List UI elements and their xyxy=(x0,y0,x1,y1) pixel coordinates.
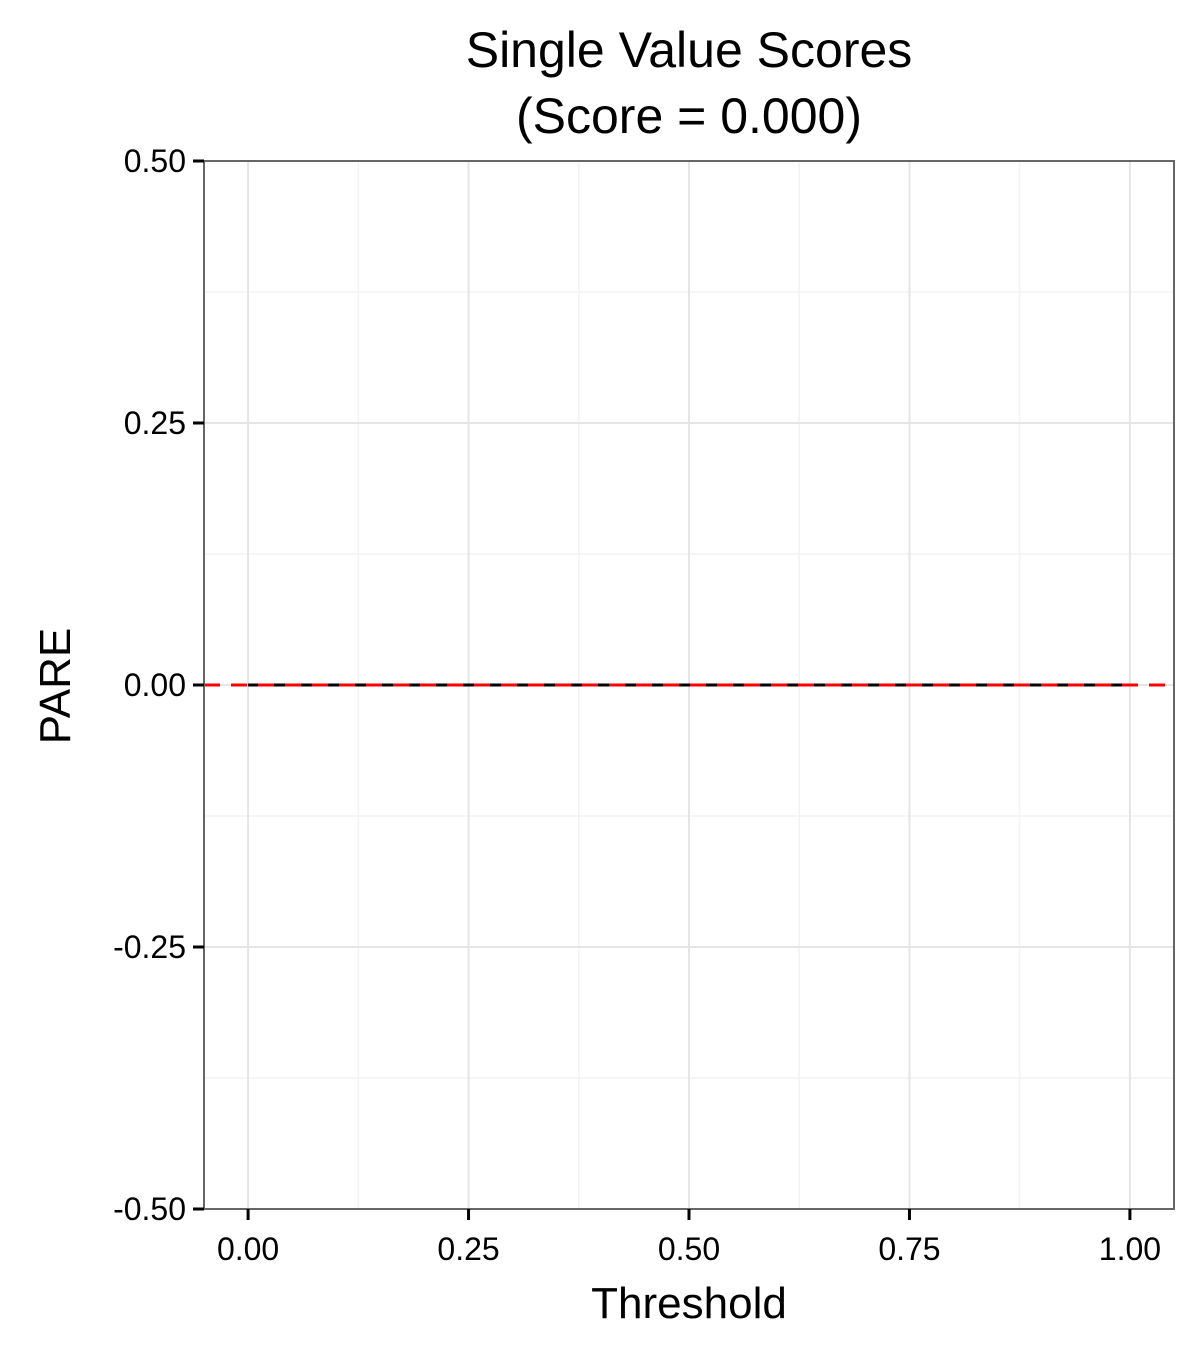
y-tick-label: -0.50 xyxy=(113,1191,186,1227)
x-axis: 0.00 0.25 0.50 0.75 1.00 xyxy=(217,1209,1161,1267)
y-tick-label: 0.50 xyxy=(124,143,186,179)
chart-title-line1: Single Value Scores xyxy=(466,22,913,78)
y-tick-label: -0.25 xyxy=(113,929,186,965)
y-axis: -0.50 -0.25 0.00 0.25 0.50 xyxy=(113,143,204,1227)
y-tick-label: 0.00 xyxy=(124,667,186,703)
x-tick-label: 0.50 xyxy=(658,1231,720,1267)
x-tick-label: 0.25 xyxy=(437,1231,499,1267)
x-tick-label: 0.75 xyxy=(878,1231,940,1267)
y-tick-label: 0.25 xyxy=(124,405,186,441)
y-axis-title: PARE xyxy=(31,628,80,745)
x-tick-label: 0.00 xyxy=(217,1231,279,1267)
x-axis-title: Threshold xyxy=(591,1279,787,1328)
chart-title-line2: (Score = 0.000) xyxy=(516,88,862,144)
x-tick-label: 1.00 xyxy=(1099,1231,1161,1267)
